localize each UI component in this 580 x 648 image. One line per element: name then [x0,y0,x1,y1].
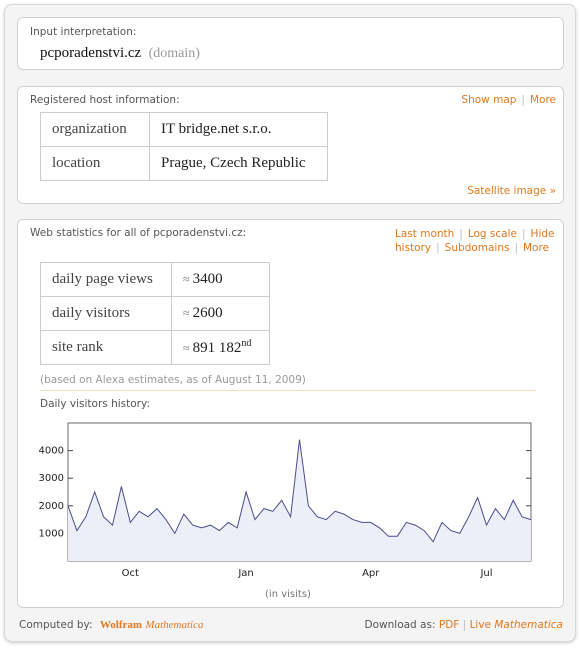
download-as: Download as: [364,619,436,631]
y-tick-label: 3000 [39,473,64,484]
stats-table: daily page views ≈3400 daily visitors ≈260… [40,262,270,365]
computed-by: Computed by: [19,619,93,631]
y-tick-label: 2000 [39,501,64,512]
note: (based on Alexa estimates, as of August … [40,374,306,386]
x-axis-label: (in visits) [265,589,311,600]
cell: ≈3400 [171,262,270,297]
pod-title: Web statistics for all of pcporadenstvi.… [30,227,247,239]
host-pod: Registered host information: Show mapMor… [17,86,564,204]
footer-left: Computed by: Wolfram Mathematica [19,619,203,631]
value: 3400 [192,271,223,287]
approx: ≈ [183,306,190,320]
cell: daily page views [40,262,172,297]
ordinal: nd [241,338,252,349]
domain-type: (domain) [148,46,200,61]
value: 2600 [192,305,223,321]
pdf-link[interactable]: PDF [438,619,460,631]
line [67,439,532,543]
history-title: Daily visitors history: [40,398,150,410]
pod-title: Input interpretation: [30,26,137,38]
approx: ≈ [183,341,190,355]
approx: ≈ [183,272,190,286]
cell: organization [40,112,150,147]
link[interactable]: Subdomains [431,242,509,254]
cell: site rank [40,330,172,365]
value: 891 182 [192,340,242,356]
footer-right: Download as: PDF | Live Mathematica [365,619,563,631]
x-tick-label: Apr [362,568,380,579]
brand[interactable]: Wolfram [99,619,143,631]
link[interactable]: More [509,242,549,254]
cell: IT bridge.net s.r.o. [149,112,328,147]
sep: | [462,619,467,631]
y-tick-label: 4000 [39,446,64,457]
input-value: pcporadenstvi.cz (domain) [40,45,200,62]
pod-title: Registered host information: [30,94,180,106]
area [68,439,531,561]
cell: location [40,146,150,181]
cell: ≈891 182nd [171,330,270,365]
live-product[interactable]: Mathematica [494,619,563,631]
x-tick-label: Oct [122,568,139,579]
live-link[interactable]: Live [469,619,492,631]
separator [40,390,536,391]
pod-links: Show mapMore [461,94,556,106]
host-table: organization IT bridge.net s.r.o. locatio… [40,112,328,181]
pod-links: Last monthLog scaleHide historySubdomain… [395,227,567,255]
x-tick-label: Jan [237,568,253,579]
input-pod: Input interpretation: pcporadenstvi.cz (… [17,17,564,70]
product[interactable]: Mathematica [145,619,204,631]
satellite-link[interactable]: Satellite image » [467,185,556,197]
y-tick-label: 1000 [39,528,64,539]
link[interactable]: Show map [461,94,517,106]
domain: pcporadenstvi.cz [40,45,142,61]
link[interactable]: More [516,94,556,106]
cell: Prague, Czech Republic [149,146,328,181]
link[interactable]: Log scale [454,228,517,240]
x-tick-label: Jul [479,568,492,579]
link[interactable]: Last month [395,228,455,240]
